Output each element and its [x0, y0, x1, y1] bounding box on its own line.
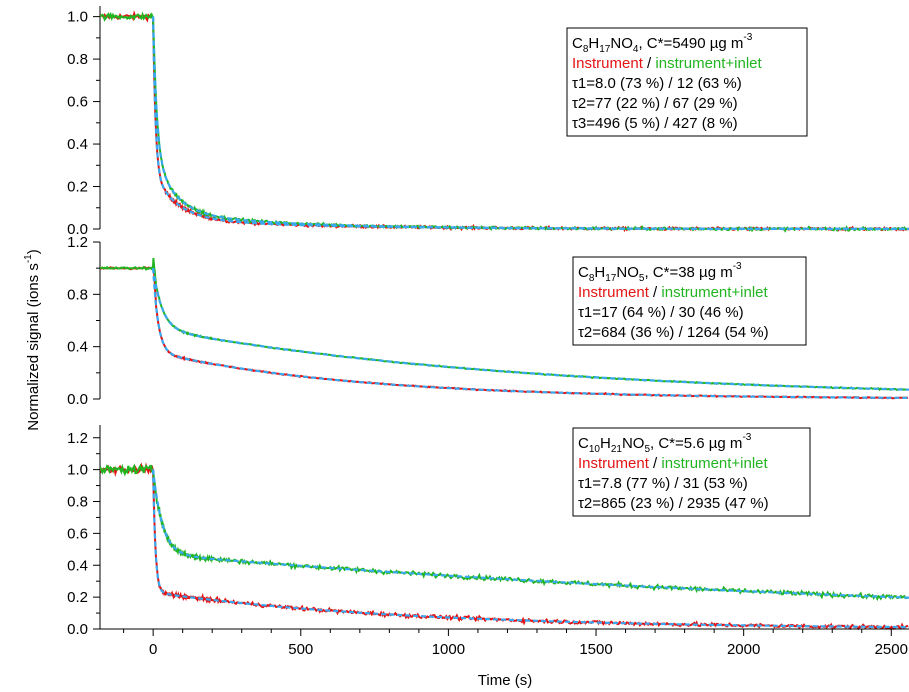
legend-title-part: -3 — [733, 261, 742, 272]
y-axis-label-close: ) — [25, 249, 42, 254]
legend-title-part: 4 — [633, 44, 639, 55]
legend-instrument-label: Instrument — [578, 284, 650, 301]
legend-title-part: H — [600, 435, 611, 452]
y-tick-label-top: 0.2 — [67, 179, 88, 196]
legend-title-part: 8 — [583, 44, 589, 55]
legend-series-line-middle: Instrument / instrument+inlet — [578, 284, 769, 301]
y-tick-label-bottom: 1.2 — [67, 430, 88, 447]
legend-title-part: NO — [622, 435, 645, 452]
y-tick-label-middle: 0.4 — [67, 339, 88, 356]
y-tick-label-middle: 1.2 — [67, 234, 88, 251]
legend-title-part: NO — [610, 35, 633, 52]
legend-title-part: 17 — [599, 44, 611, 55]
y-tick-label-top: 1.0 — [67, 9, 88, 26]
legend-title-part: C — [578, 264, 589, 281]
legend-tau-line-middle: τ1=17 (64 %) / 30 (46 %) — [578, 304, 744, 321]
legend-title-middle: C8H17NO5, C*=38 µg m-3 — [578, 261, 742, 284]
x-tick-label: 2000 — [727, 641, 760, 658]
legend-tau-line-bottom: τ1=7.8 (77 %) / 31 (53 %) — [578, 475, 748, 492]
legend-series-line-bottom: Instrument / instrument+inlet — [578, 455, 769, 472]
series-group-bottom — [100, 462, 909, 631]
legend-tau-line-top: τ2=77 (22 %) / 67 (29 %) — [572, 95, 738, 112]
legend-box-bottom — [572, 427, 811, 517]
legend-separator: / — [649, 284, 662, 301]
series-line-instrument-bottom — [100, 462, 909, 631]
x-tick-label: 1000 — [432, 641, 465, 658]
legend-box-middle — [572, 256, 807, 346]
y-tick-label-bottom: 0.4 — [67, 557, 88, 574]
y-axis-label-sup: -1 — [23, 254, 34, 263]
y-tick-label-bottom: 0.0 — [67, 621, 88, 638]
legend-separator: / — [643, 55, 656, 72]
legend-title-part: -3 — [742, 432, 751, 443]
legend-title-part: C — [578, 435, 589, 452]
y-axis-label-main: Normalized signal (ions s — [25, 263, 42, 431]
legend-tau-line-top: τ3=496 (5 %) / 427 (8 %) — [572, 115, 738, 132]
fit-line-instrument-inlet-middle — [152, 268, 909, 391]
legend-instrument-label: Instrument — [572, 55, 644, 72]
panel-bottom: 0.0 0.2 0.4 0.6 0.8 1.0 1.2 C10H21NO5, C*=5.6 µ… — [67, 425, 909, 638]
y-tick-label-bottom: 0.6 — [67, 525, 88, 542]
x-axis: 0 500 1000 1500 2000 2500 — [100, 628, 909, 658]
legend-title-part: 5 — [644, 444, 650, 455]
legend-title-bottom: C10H21NO5, C*=5.6 µg m-3 — [578, 432, 752, 455]
legend-title-part: -3 — [743, 32, 752, 43]
legend-title-part: 8 — [589, 273, 595, 284]
legend-title-part: NO — [616, 264, 639, 281]
y-tick-label-middle: 0.0 — [67, 391, 88, 408]
y-tick-label-top: 0.8 — [67, 51, 88, 68]
y-tick-label-middle: 0.8 — [67, 286, 88, 303]
legend-tau-line-bottom: τ2=865 (23 %) / 2935 (47 %) — [578, 495, 769, 512]
legend-title-part: 5 — [639, 273, 645, 284]
legend-tau-line-top: τ1=8.0 (73 %) / 12 (63 %) — [572, 75, 742, 92]
legend-series-line-top: Instrument / instrument+inlet — [572, 55, 763, 72]
fit-line-instrument-bottom — [152, 469, 909, 629]
fit-line-instrument-inlet-top — [152, 16, 909, 231]
x-tick-label: 500 — [288, 641, 313, 658]
legend-separator: / — [649, 455, 662, 472]
legend-title-part: , C*=5.6 µg m — [650, 435, 742, 452]
legend-inlet-label: instrument+inlet — [655, 55, 762, 72]
legend-title-part: 17 — [605, 273, 617, 284]
y-tick-label-bottom: 1.0 — [67, 462, 88, 479]
series-group-top — [100, 10, 909, 233]
y-tick-label-top: 0.6 — [67, 94, 88, 111]
series-group-middle — [100, 258, 909, 400]
legend-title-part: H — [588, 35, 599, 52]
legend-instrument-label: Instrument — [578, 455, 650, 472]
y-tick-label-bottom: 0.8 — [67, 494, 88, 511]
legend-title-part: H — [594, 264, 605, 281]
legend-tau-line-middle: τ2=684 (36 %) / 1264 (54 %) — [578, 324, 769, 341]
legend-inlet-label: instrument+inlet — [661, 455, 768, 472]
x-tick-label: 2500 — [875, 641, 908, 658]
fit-line-instrument-middle — [152, 268, 909, 399]
y-axis-label: Normalized signal (ions s-1) — [23, 249, 42, 430]
legend-inlet-label: instrument+inlet — [661, 284, 768, 301]
legend-title-part: , C*=5490 µg m — [638, 35, 743, 52]
panel-top: 0.0 0.2 0.4 0.6 0.8 1.0 C8H17NO4, C*=5490 µg m… — [67, 6, 909, 238]
y-tick-label-top: 0.0 — [67, 221, 88, 238]
y-tick-label-bottom: 0.2 — [67, 589, 88, 606]
y-tick-label-top: 0.4 — [67, 136, 88, 153]
legend-title-part: C — [572, 35, 583, 52]
fit-line-instrument-inlet-bottom — [152, 469, 909, 599]
legend-title-part: 21 — [611, 444, 623, 455]
x-axis-label: Time (s) — [478, 672, 532, 689]
legend-title-part: 10 — [589, 444, 601, 455]
legend-title-top: C8H17NO4, C*=5490 µg m-3 — [572, 32, 753, 55]
x-tick-label: 0 — [149, 641, 157, 658]
legend-box-top — [566, 27, 808, 137]
x-tick-label: 1500 — [579, 641, 612, 658]
legend-title-part: , C*=38 µg m — [644, 264, 732, 281]
